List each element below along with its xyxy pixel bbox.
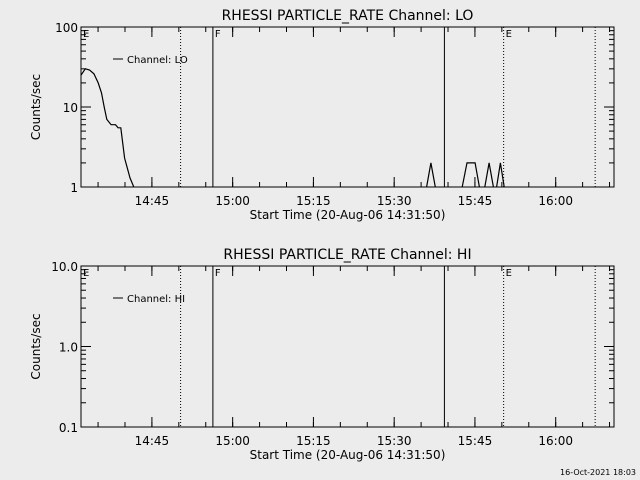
legend-label: Channel: HI: [127, 294, 185, 305]
x-tick-label: 16:00: [538, 194, 573, 208]
event-flag-label: E: [506, 268, 512, 279]
event-flag-label: F: [215, 268, 221, 279]
series-line-segment: [81, 68, 135, 187]
event-flag-label: F: [215, 29, 221, 40]
x-tick-label: 15:45: [458, 434, 493, 448]
y-tick-label: 1: [70, 181, 78, 195]
chart-title: RHESSI PARTICLE_RATE Channel: LO: [222, 8, 474, 24]
x-tick-label: 15:30: [377, 194, 412, 208]
event-flag-label: E: [83, 268, 89, 279]
y-tick-label: 0.1: [59, 421, 78, 435]
x-axis-label: Start Time (20-Aug-06 14:31:50): [250, 208, 446, 222]
y-tick-label: 10.0: [51, 260, 78, 274]
y-tick-label: 100: [55, 21, 78, 35]
x-tick-label: 15:30: [377, 434, 412, 448]
legend-label: Channel: LO: [127, 55, 188, 66]
x-tick-label: 16:00: [538, 434, 573, 448]
x-tick-label: 15:00: [215, 434, 250, 448]
hi-channel-panel: RHESSI PARTICLE_RATE Channel: HI 0.1 1.0 10…: [29, 247, 615, 462]
event-flag-label: E: [83, 29, 89, 40]
series-line-segment: [461, 162, 480, 187]
plot-frame: [80, 26, 615, 188]
plot-frame: [80, 265, 615, 428]
x-tick-label: 15:00: [215, 194, 250, 208]
y-axis-label: Counts/sec: [29, 313, 43, 379]
x-tick-label: 14:45: [135, 194, 170, 208]
y-tick-label: 1.0: [59, 341, 78, 355]
series-line-segment: [426, 162, 436, 187]
x-tick-label: 14:45: [135, 434, 170, 448]
y-axis-label: Counts/sec: [29, 74, 43, 140]
x-tick-label: 15:45: [458, 194, 493, 208]
lo-channel-panel: RHESSI PARTICLE_RATE Channel: LO 1 10 100 14…: [29, 8, 615, 222]
event-flag-label: E: [506, 29, 512, 40]
generation-timestamp: 16-Oct-2021 18:03: [560, 468, 636, 477]
x-axis-label: Start Time (20-Aug-06 14:31:50): [250, 448, 446, 462]
y-tick-label: 10: [63, 101, 78, 115]
chart-title: RHESSI PARTICLE_RATE Channel: HI: [223, 247, 471, 263]
series-line-segment: [496, 162, 505, 187]
x-tick-label: 15:15: [296, 434, 331, 448]
series-line-segment: [484, 162, 494, 187]
x-tick-label: 15:15: [296, 194, 331, 208]
